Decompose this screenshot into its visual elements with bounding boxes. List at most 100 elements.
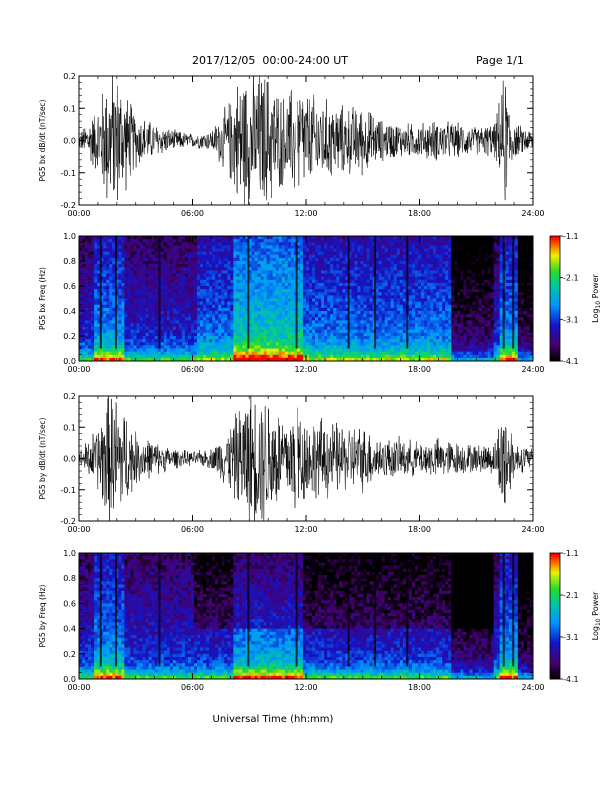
- spectrogram-cell: [166, 273, 171, 278]
- spectrogram-cell: [357, 261, 361, 265]
- spectrogram-cell: [233, 251, 237, 256]
- spectrogram-cell: [427, 254, 431, 259]
- spectrogram-cell: [408, 251, 413, 256]
- spectrogram-cell: [414, 320, 419, 324]
- spectrogram-cell: [421, 345, 425, 349]
- spectrogram-cell: [366, 320, 370, 324]
- spectrogram-cell: [200, 267, 204, 271]
- spectrogram-cell: [442, 267, 446, 271]
- spectrogram-cell: [336, 273, 340, 278]
- spectrogram-cell: [194, 329, 198, 334]
- spectrogram-cell: [82, 289, 86, 293]
- spectrogram-cell: [145, 314, 150, 318]
- spectrogram-cell: [408, 339, 413, 343]
- spectrogram-cell: [218, 329, 222, 334]
- spectrogram-cell: [390, 245, 395, 249]
- spectrogram-cell: [417, 264, 422, 268]
- spectrogram-cell: [321, 342, 325, 346]
- spectrogram-cell: [172, 261, 177, 265]
- spectrogram-cell: [79, 257, 83, 262]
- spectrogram-cell: [115, 339, 119, 343]
- spectrogram-cell: [387, 248, 392, 253]
- spectrogram-cell: [327, 289, 331, 293]
- spectrogram-cell: [166, 239, 171, 243]
- spectrogram-cell: [263, 267, 268, 271]
- spectrogram-cell: [417, 248, 422, 253]
- spectrogram-cell: [112, 276, 116, 281]
- spectrogram-cell: [417, 251, 422, 256]
- spectrogram-cell: [345, 336, 349, 340]
- spectrogram-cell: [433, 289, 437, 293]
- spectrogram-cell: [139, 242, 143, 246]
- spectrogram-cell: [187, 261, 192, 265]
- spectrogram-cell: [139, 254, 143, 259]
- spectrogram-cell: [269, 354, 274, 359]
- spectrogram-cell: [408, 261, 413, 265]
- spectrogram-cell: [284, 298, 289, 303]
- spectrogram-cell: [399, 314, 404, 318]
- spectrogram-cell: [445, 257, 449, 262]
- spectrogram-cell: [342, 307, 346, 312]
- spectrogram-cell: [402, 254, 407, 259]
- spectrogram-cell: [381, 245, 386, 249]
- spectrogram-cell: [408, 354, 413, 359]
- spectrogram-cell: [79, 245, 83, 249]
- spectrogram-cell: [263, 245, 268, 249]
- spectrogram-cell: [284, 251, 289, 256]
- spectrogram-cell: [200, 348, 204, 353]
- spectrogram-cell: [181, 261, 186, 265]
- spectrogram-cell: [357, 279, 361, 284]
- spectrogram-cell: [203, 279, 207, 284]
- spectrogram-cell: [163, 270, 168, 274]
- spectrogram-cell: [421, 357, 425, 362]
- spectrogram-cell: [218, 307, 222, 312]
- spectrogram-cell: [436, 254, 440, 259]
- spectrogram-cell: [160, 239, 165, 243]
- spectrogram-cell: [402, 307, 407, 312]
- spectrogram-cell: [321, 298, 325, 303]
- spectrogram-cell: [97, 286, 101, 290]
- spectrogram-cell: [384, 279, 389, 284]
- spectrogram-cell: [166, 261, 171, 265]
- spectrogram-cell: [296, 295, 301, 299]
- spectrogram-cell: [396, 261, 401, 265]
- spectrogram-cell: [381, 336, 386, 340]
- spectrogram-cell: [430, 270, 434, 274]
- spectrogram-cell: [209, 276, 213, 281]
- spectrogram-cell: [378, 342, 383, 346]
- spectrogram-cell: [424, 314, 428, 318]
- spectrogram-cell: [121, 301, 125, 306]
- spectrogram-cell: [166, 357, 171, 362]
- spectrogram-cell: [163, 298, 168, 303]
- spectrogram-cell: [178, 323, 183, 328]
- spectrogram-cell: [236, 242, 240, 246]
- spectrogram-cell: [236, 267, 240, 271]
- spectrogram-cell: [427, 304, 431, 309]
- spectrogram-cell: [275, 342, 280, 346]
- spectrogram-cell: [106, 264, 110, 268]
- spectrogram-cell: [100, 345, 104, 349]
- spectrogram-cell: [145, 357, 150, 362]
- spectrogram-cell: [148, 239, 153, 243]
- spectrogram-cell: [194, 251, 198, 256]
- spectrogram-cell: [242, 354, 246, 359]
- spectrogram-cell: [275, 307, 280, 312]
- y-tick-label: 0.1: [63, 104, 76, 113]
- spectrogram-cell: [375, 295, 380, 299]
- spectrogram-cell: [330, 261, 334, 265]
- spectrogram-cell: [169, 342, 174, 346]
- spectrogram-cell: [269, 267, 274, 271]
- spectrogram-cell: [363, 301, 367, 306]
- spectrogram-cell: [345, 257, 349, 262]
- spectrogram-cell: [160, 292, 165, 296]
- spectrogram-cell: [85, 314, 89, 318]
- spectrogram-cell: [230, 254, 234, 259]
- spectrogram-cell: [112, 248, 116, 253]
- spectrogram-cell: [266, 307, 271, 312]
- spectrogram-cell: [236, 336, 240, 340]
- spectrogram-cell: [103, 329, 107, 334]
- spectrogram-cell: [399, 286, 404, 290]
- spectrogram-cell: [139, 342, 143, 346]
- spectrogram-cell: [321, 345, 325, 349]
- spectrogram-cell: [442, 286, 446, 290]
